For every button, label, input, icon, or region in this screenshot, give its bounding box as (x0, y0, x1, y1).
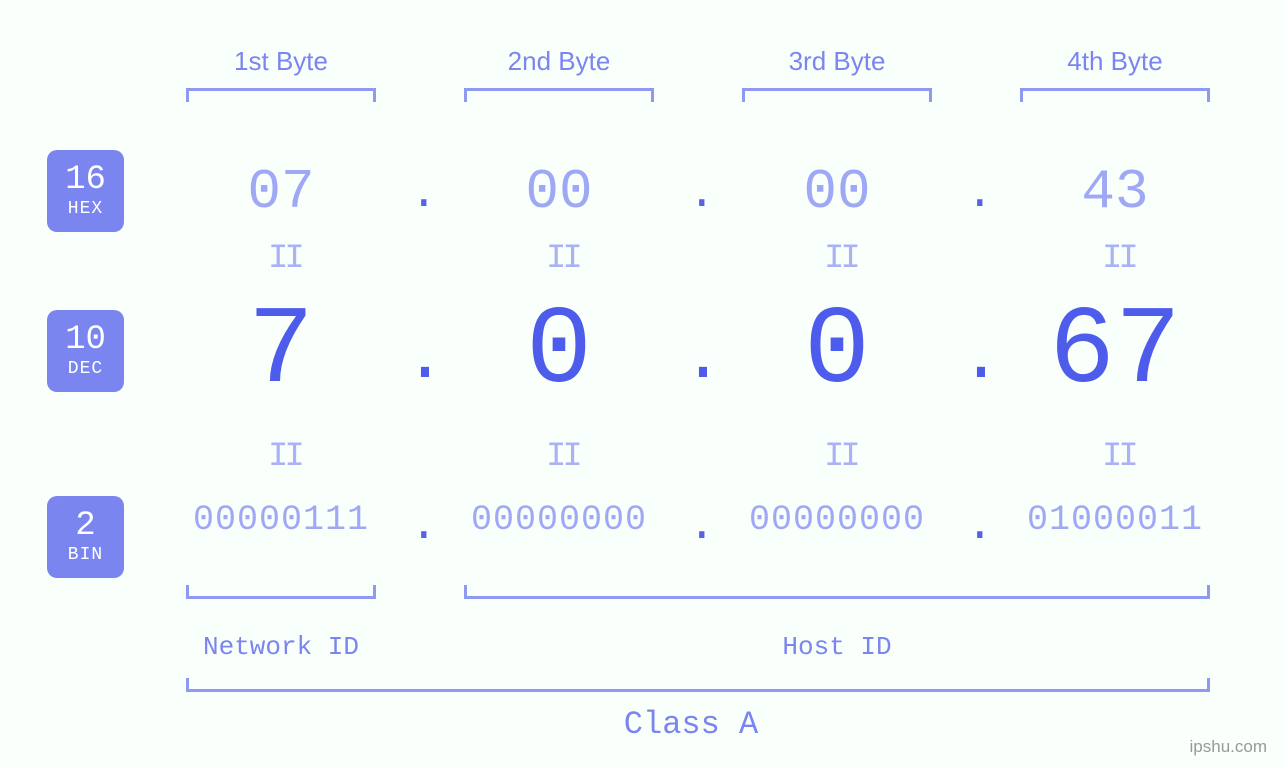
bin-byte-1: 00000111 (176, 500, 386, 540)
dot-icon: . (966, 500, 994, 552)
equals-icon: II (546, 240, 579, 278)
hex-byte-4: 43 (1020, 160, 1210, 224)
bracket-class (186, 678, 1210, 692)
bracket-network-id (186, 585, 376, 599)
equals-icon: II (268, 240, 301, 278)
dot-icon: . (688, 500, 716, 552)
badge-dec-num: 10 (65, 323, 106, 359)
bracket-byte-3 (742, 88, 932, 102)
byte-header-2: 2nd Byte (444, 46, 674, 77)
badge-dec: 10 DEC (47, 310, 124, 392)
watermark: ipshu.com (1190, 737, 1267, 757)
hex-byte-2: 00 (464, 160, 654, 224)
dot-icon: . (966, 168, 994, 220)
bin-byte-4: 01000011 (1010, 500, 1220, 540)
dec-byte-3: 0 (742, 290, 932, 415)
hex-byte-1: 07 (186, 160, 376, 224)
equals-icon: II (546, 438, 579, 476)
ip-breakdown-diagram: 1st Byte 2nd Byte 3rd Byte 4th Byte 16 H… (0, 0, 1285, 767)
class-label: Class A (186, 706, 1196, 743)
bracket-byte-1 (186, 88, 376, 102)
network-id-label: Network ID (186, 632, 376, 662)
dot-icon: . (410, 168, 438, 220)
dec-byte-4: 67 (1020, 290, 1210, 415)
equals-icon: II (1102, 240, 1135, 278)
dot-icon: . (682, 320, 724, 399)
dec-byte-1: 7 (186, 290, 376, 415)
byte-header-3: 3rd Byte (722, 46, 952, 77)
equals-icon: II (824, 438, 857, 476)
badge-dec-sub: DEC (68, 360, 103, 379)
dot-icon: . (960, 320, 1002, 399)
equals-icon: II (268, 438, 301, 476)
hex-byte-3: 00 (742, 160, 932, 224)
bin-byte-2: 00000000 (454, 500, 664, 540)
badge-bin-sub: BIN (68, 546, 103, 565)
badge-bin: 2 BIN (47, 496, 124, 578)
bin-byte-3: 00000000 (732, 500, 942, 540)
equals-icon: II (824, 240, 857, 278)
byte-header-4: 4th Byte (1000, 46, 1230, 77)
dot-icon: . (404, 320, 446, 399)
equals-icon: II (1102, 438, 1135, 476)
badge-hex: 16 HEX (47, 150, 124, 232)
bracket-host-id (464, 585, 1210, 599)
dot-icon: . (410, 500, 438, 552)
badge-hex-sub: HEX (68, 200, 103, 219)
badge-hex-num: 16 (65, 163, 106, 199)
dot-icon: . (688, 168, 716, 220)
bracket-byte-4 (1020, 88, 1210, 102)
badge-bin-num: 2 (75, 509, 95, 545)
host-id-label: Host ID (464, 632, 1210, 662)
dec-byte-2: 0 (464, 290, 654, 415)
byte-header-1: 1st Byte (166, 46, 396, 77)
bracket-byte-2 (464, 88, 654, 102)
